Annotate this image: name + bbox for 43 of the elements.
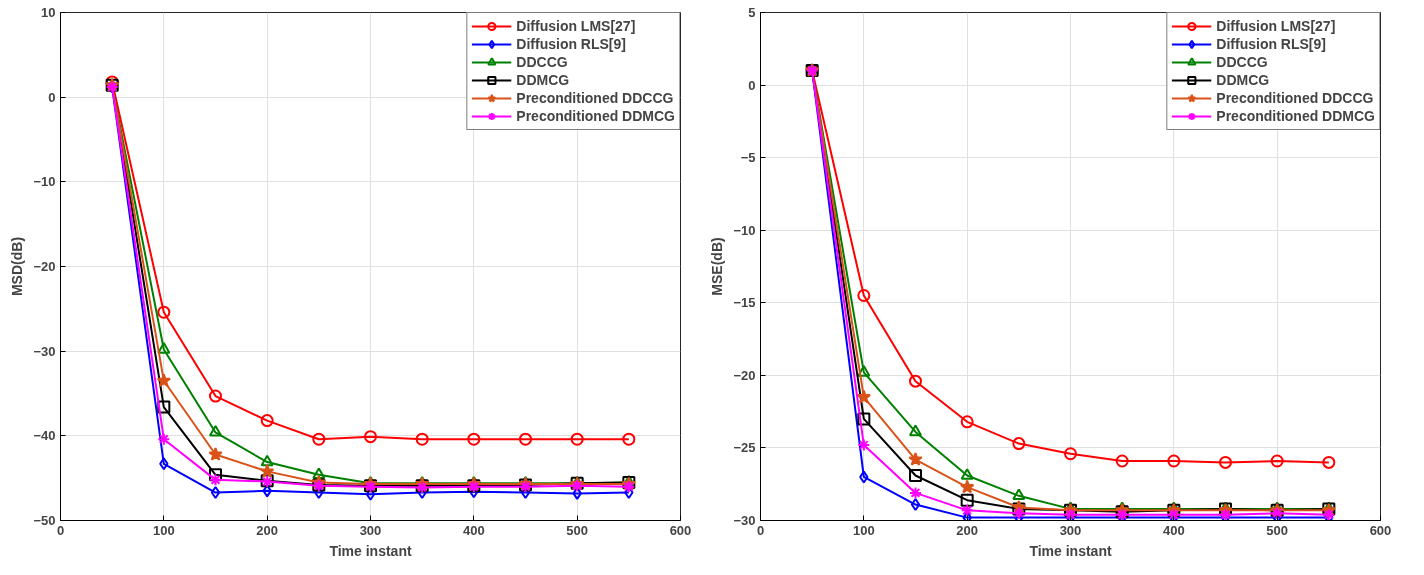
y-tick-label: −15 — [733, 295, 756, 311]
legend-label: Preconditioned DDMCG — [516, 107, 675, 125]
y-tick-label: 10 — [41, 5, 56, 20]
y-tick-label: −50 — [33, 513, 56, 528]
x-tick-label: 400 — [1162, 522, 1185, 538]
x-tick-label: 300 — [359, 522, 382, 538]
x-tick-label: 300 — [1059, 522, 1082, 538]
legend-label: Diffusion RLS[9] — [516, 35, 626, 53]
y-axis-title: MSE(dB) — [709, 237, 726, 296]
x-tick-label: 600 — [669, 522, 692, 538]
x-tick-label: 400 — [462, 522, 485, 538]
y-tick-label: −20 — [733, 367, 756, 383]
legend-label: Diffusion LMS[27] — [1216, 17, 1336, 35]
legend-label: DDMCG — [1216, 71, 1270, 89]
y-tick-label: −10 — [733, 222, 756, 238]
x-tick-label: 500 — [566, 522, 589, 538]
x-tick-label: 100 — [152, 522, 175, 538]
y-tick-label: 0 — [748, 77, 756, 93]
y-tick-label: −25 — [733, 440, 756, 456]
legend-label: Preconditioned DDCCG — [516, 89, 674, 107]
y-tick-label: −10 — [33, 174, 56, 190]
legend-label: DDCCG — [1216, 53, 1268, 71]
y-tick-label: −5 — [740, 150, 756, 166]
legend-label: DDCCG — [516, 53, 568, 71]
y-tick-label: −40 — [33, 428, 56, 444]
legend-label: Preconditioned DDCCG — [1216, 89, 1374, 107]
x-tick-label: 600 — [1369, 522, 1392, 538]
x-tick-label: 200 — [256, 522, 279, 538]
x-tick-label: 100 — [852, 522, 875, 538]
y-tick-label: −30 — [733, 513, 756, 528]
legend-label: Preconditioned DDMCG — [1216, 107, 1375, 125]
y-tick-label: −30 — [33, 343, 56, 359]
x-tick-label: 500 — [1266, 522, 1289, 538]
legend-label: Diffusion LMS[27] — [516, 17, 636, 35]
y-tick-label: 0 — [48, 89, 56, 105]
y-tick-label: −20 — [33, 259, 56, 274]
legend-label: Diffusion RLS[9] — [1216, 35, 1326, 53]
legend-label: DDMCG — [516, 71, 570, 89]
x-axis-title: Time instant — [329, 542, 412, 559]
y-tick-label: 5 — [748, 5, 756, 20]
y-axis-title: MSD(dB) — [9, 236, 26, 297]
x-axis-title: Time instant — [1029, 542, 1112, 559]
x-tick-label: 200 — [956, 522, 979, 538]
